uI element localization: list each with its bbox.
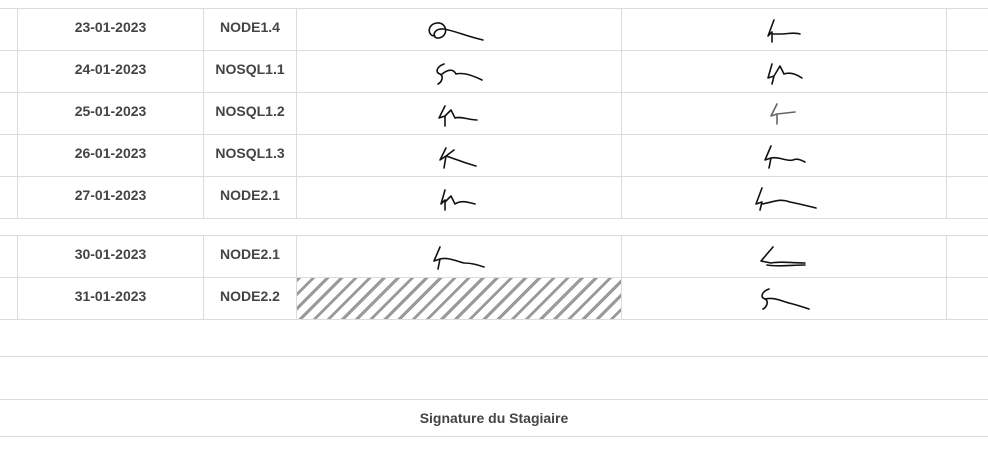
- trainer-signature: [436, 63, 483, 85]
- table-row: 27-01-2023 NODE2.1: [0, 176, 988, 218]
- trainer-signature: [428, 22, 484, 41]
- trainer-signature: [433, 246, 485, 270]
- trainee-signature: [767, 19, 801, 43]
- column-divider: [296, 235, 297, 320]
- trainee-signature: [764, 145, 806, 169]
- trainee-signature: [755, 187, 817, 211]
- module-cell: NODE2.1: [220, 246, 280, 262]
- column-divider: [621, 8, 622, 219]
- date-cell: 31-01-2023: [74, 288, 147, 304]
- table-row: 25-01-2023 NOSQL1.2: [0, 92, 988, 134]
- date-cell: 23-01-2023: [74, 19, 147, 35]
- table-row: 26-01-2023 NOSQL1.3: [0, 134, 988, 176]
- table-row: 24-01-2023 NOSQL1.1: [0, 50, 988, 92]
- trainee-signature: [761, 288, 810, 310]
- module-cell: NODE1.4: [220, 19, 280, 35]
- table-border: [0, 235, 988, 236]
- column-divider: [17, 8, 18, 219]
- module-cell: NOSQL1.2: [215, 103, 285, 119]
- date-cell: 26-01-2023: [74, 145, 147, 161]
- table-row: 23-01-2023 NODE1.4: [0, 8, 988, 50]
- trainee-signature: [770, 103, 796, 125]
- table-border: [0, 436, 988, 437]
- trainee-signature: [760, 246, 806, 267]
- date-cell: 30-01-2023: [74, 246, 147, 262]
- module-cell: NODE2.1: [220, 187, 280, 203]
- table-border: [0, 134, 988, 135]
- date-cell: 27-01-2023: [74, 187, 147, 203]
- module-cell: NODE2.2: [220, 288, 280, 304]
- column-divider: [203, 235, 204, 320]
- column-divider: [946, 8, 947, 219]
- date-cell: 24-01-2023: [74, 61, 147, 77]
- date-cell: 25-01-2023: [74, 103, 147, 119]
- table-row: 31-01-2023 NODE2.2: [0, 277, 988, 319]
- module-cell: NOSQL1.1: [215, 61, 285, 77]
- table-border: [0, 50, 988, 51]
- signature-stagiaire-label: Signature du Stagiaire: [419, 410, 569, 426]
- hatched-empty-cell: [297, 278, 621, 319]
- column-divider: [621, 235, 622, 320]
- table-row: 30-01-2023 NODE2.1: [0, 235, 988, 277]
- table-border: [0, 8, 988, 9]
- table-border: [0, 356, 988, 357]
- table-border: [0, 277, 988, 278]
- column-divider: [296, 8, 297, 219]
- table-border: [0, 319, 988, 320]
- column-divider: [946, 235, 947, 320]
- column-divider: [203, 8, 204, 219]
- table-border: [0, 218, 988, 219]
- trainer-signature: [438, 105, 478, 127]
- trainee-signature: [767, 63, 803, 85]
- table-border: [0, 176, 988, 177]
- module-cell: NOSQL1.3: [215, 145, 285, 161]
- trainer-signature: [440, 189, 476, 211]
- column-divider: [17, 235, 18, 320]
- trainer-signature: [439, 147, 477, 169]
- table-border: [0, 399, 988, 400]
- table-border: [0, 92, 988, 93]
